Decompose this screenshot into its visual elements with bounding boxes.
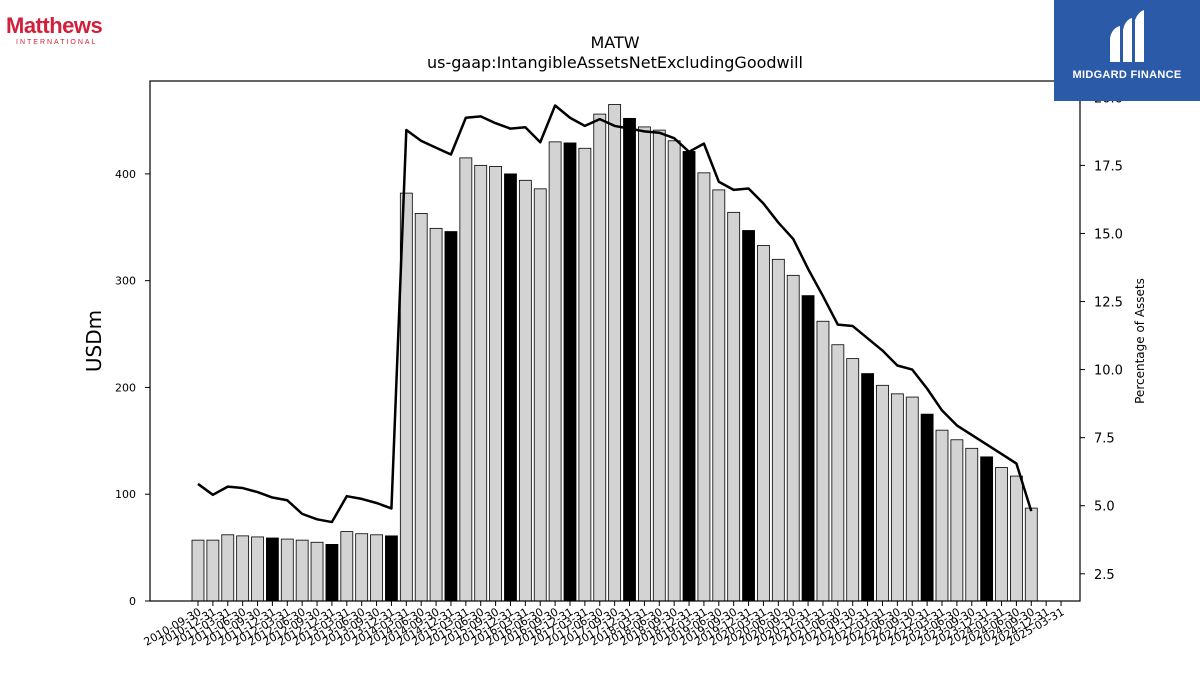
bar xyxy=(667,140,681,602)
right-y-tick-label: 17.5 xyxy=(1094,159,1123,174)
bar xyxy=(771,258,785,602)
bar-series xyxy=(191,104,1038,602)
bar xyxy=(370,534,383,602)
bar xyxy=(697,172,711,602)
y-axis-label-right: Percentage of Assets xyxy=(1133,278,1147,404)
bar xyxy=(876,384,889,602)
bar xyxy=(578,147,592,602)
bar xyxy=(593,113,607,602)
midgard-emblem-icon xyxy=(1110,10,1144,62)
bar xyxy=(905,396,919,602)
bar xyxy=(980,456,994,602)
left-y-tick-label: 100 xyxy=(115,488,136,501)
right-y-tick-label: 12.5 xyxy=(1094,296,1123,311)
bar xyxy=(385,535,398,602)
bar xyxy=(816,320,830,602)
bar xyxy=(682,151,696,602)
bar xyxy=(563,142,577,602)
matthews-logo-subtitle: INTERNATIONAL xyxy=(16,39,98,46)
bar xyxy=(265,537,279,602)
chart-title: MATW xyxy=(590,33,639,52)
right-y-tick-label: 7.5 xyxy=(1094,432,1115,447)
bar xyxy=(1024,507,1038,602)
bar xyxy=(608,104,622,602)
bar xyxy=(414,212,428,602)
bar xyxy=(935,429,949,602)
bar xyxy=(742,230,755,602)
left-y-tick-label: 200 xyxy=(115,381,136,394)
bar xyxy=(191,539,205,602)
left-y-tick-label: 300 xyxy=(115,275,136,288)
bar xyxy=(1010,475,1023,602)
right-y-axis-ticks: 2.55.07.510.012.515.017.520.0 xyxy=(1080,91,1123,583)
bar xyxy=(518,179,532,602)
bar xyxy=(444,231,458,602)
right-y-tick-label: 15.0 xyxy=(1094,227,1123,242)
matthews-logo-name: Matthews xyxy=(6,13,103,38)
bar xyxy=(995,467,1008,602)
bar xyxy=(890,393,904,602)
right-y-tick-label: 2.5 xyxy=(1094,568,1115,583)
bar xyxy=(727,211,741,602)
y-axis-label-left: USDm xyxy=(82,310,106,372)
bar xyxy=(206,539,220,602)
bar xyxy=(712,189,726,602)
bar xyxy=(652,129,666,602)
bar xyxy=(950,439,964,602)
left-y-tick-label: 400 xyxy=(115,168,136,181)
plot-frame xyxy=(149,80,1081,602)
bar xyxy=(965,447,979,602)
bar xyxy=(533,188,547,602)
bar xyxy=(340,531,354,602)
chart-subtitle: us-gaap:IntangibleAssetsNetExcludingGood… xyxy=(427,53,803,72)
midgard-logo-name: MIDGARD FINANCE xyxy=(1072,69,1182,81)
midgard-logo: MIDGARD FINANCE xyxy=(1054,0,1200,101)
bar xyxy=(310,541,324,602)
bar xyxy=(757,245,770,602)
bar xyxy=(474,164,488,602)
bar xyxy=(504,173,517,602)
bar xyxy=(251,536,264,602)
bar xyxy=(325,544,339,602)
bar xyxy=(861,373,874,602)
bar xyxy=(236,535,250,602)
right-y-tick-label: 5.0 xyxy=(1094,500,1115,515)
bar xyxy=(280,538,294,602)
bar xyxy=(429,227,443,602)
matthews-logo: Matthews INTERNATIONAL xyxy=(6,14,114,48)
percentage-line xyxy=(197,104,1033,524)
bar xyxy=(638,126,651,602)
bar xyxy=(295,539,309,602)
bar xyxy=(459,157,473,602)
bar xyxy=(801,295,815,602)
bar xyxy=(831,344,845,602)
bar xyxy=(786,274,800,602)
bar xyxy=(846,358,860,602)
bar xyxy=(548,141,562,602)
left-y-tick-label: 0 xyxy=(129,595,136,608)
left-y-axis-ticks: 0 100 200 300 400 xyxy=(115,168,150,608)
bar xyxy=(920,413,934,602)
bar xyxy=(355,533,369,602)
x-axis-ticks: 2010-09-302010-12-312011-03-312011-06-30… xyxy=(142,601,1067,649)
bar xyxy=(623,117,636,602)
right-y-tick-label: 10.0 xyxy=(1094,364,1123,379)
bar xyxy=(489,166,503,602)
bar xyxy=(221,534,235,602)
